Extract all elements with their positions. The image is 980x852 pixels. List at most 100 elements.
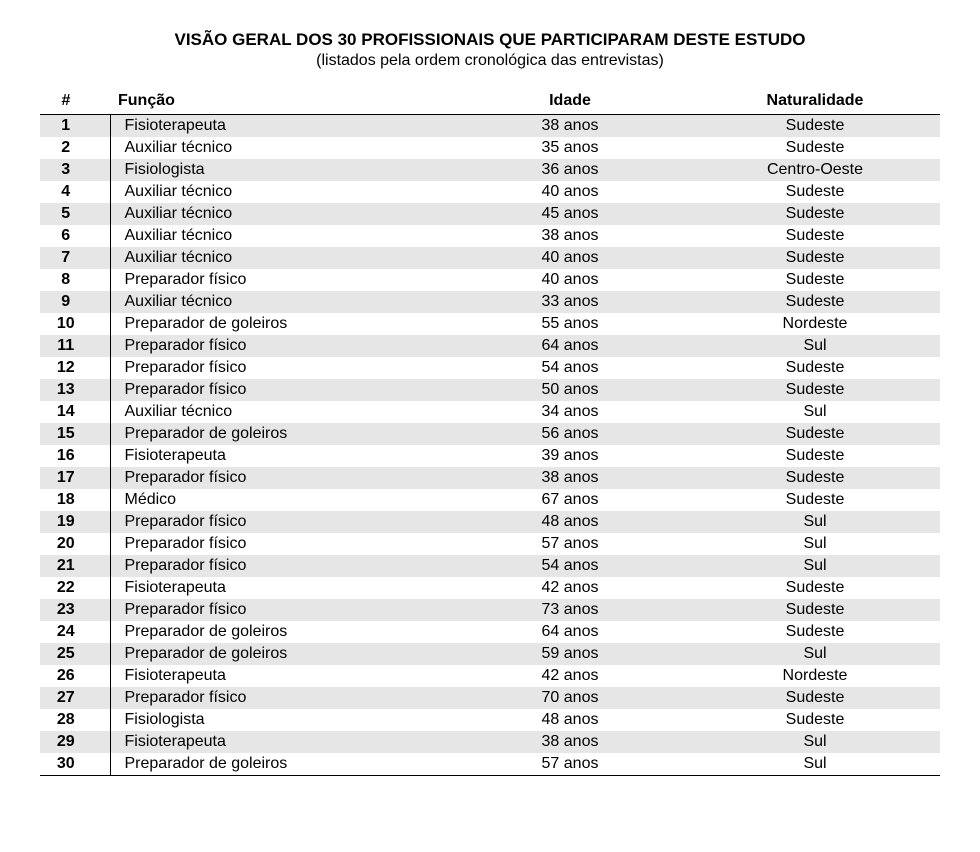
cell-naturalidade: Sudeste <box>690 203 940 225</box>
cell-idade: 38 anos <box>450 467 690 489</box>
table-row: 9Auxiliar técnico33 anosSudeste <box>40 291 940 313</box>
table-row: 28Fisiologista48 anosSudeste <box>40 709 940 731</box>
cell-naturalidade: Sul <box>690 533 940 555</box>
cell-num: 11 <box>40 335 110 357</box>
cell-funcao: Preparador de goleiros <box>110 313 450 335</box>
cell-idade: 59 anos <box>450 643 690 665</box>
table-row: 21Preparador físico54 anosSul <box>40 555 940 577</box>
table-row: 5Auxiliar técnico45 anosSudeste <box>40 203 940 225</box>
cell-funcao: Preparador físico <box>110 269 450 291</box>
cell-funcao: Auxiliar técnico <box>110 225 450 247</box>
cell-funcao: Auxiliar técnico <box>110 181 450 203</box>
cell-idade: 39 anos <box>450 445 690 467</box>
cell-num: 8 <box>40 269 110 291</box>
table-row: 24Preparador de goleiros64 anosSudeste <box>40 621 940 643</box>
cell-num: 25 <box>40 643 110 665</box>
cell-funcao: Preparador de goleiros <box>110 753 450 776</box>
col-header-funcao: Função <box>110 88 450 115</box>
cell-num: 24 <box>40 621 110 643</box>
table-row: 23Preparador físico73 anosSudeste <box>40 599 940 621</box>
table-row: 8Preparador físico40 anosSudeste <box>40 269 940 291</box>
cell-idade: 57 anos <box>450 533 690 555</box>
table-row: 3Fisiologista36 anosCentro-Oeste <box>40 159 940 181</box>
cell-funcao: Fisioterapeuta <box>110 115 450 138</box>
table-row: 29Fisioterapeuta38 anosSul <box>40 731 940 753</box>
cell-funcao: Preparador físico <box>110 467 450 489</box>
cell-num: 26 <box>40 665 110 687</box>
cell-funcao: Preparador físico <box>110 687 450 709</box>
cell-naturalidade: Sul <box>690 643 940 665</box>
cell-naturalidade: Centro-Oeste <box>690 159 940 181</box>
table-row: 15Preparador de goleiros56 anosSudeste <box>40 423 940 445</box>
cell-num: 14 <box>40 401 110 423</box>
table-row: 25Preparador de goleiros59 anosSul <box>40 643 940 665</box>
cell-num: 30 <box>40 753 110 776</box>
title-block: VISÃO GERAL DOS 30 PROFISSIONAIS QUE PAR… <box>40 30 940 70</box>
cell-num: 4 <box>40 181 110 203</box>
cell-idade: 54 anos <box>450 555 690 577</box>
cell-num: 12 <box>40 357 110 379</box>
cell-idade: 38 anos <box>450 731 690 753</box>
cell-funcao: Fisioterapeuta <box>110 445 450 467</box>
table-header-row: # Função Idade Naturalidade <box>40 88 940 115</box>
cell-funcao: Auxiliar técnico <box>110 291 450 313</box>
table-row: 13Preparador físico50 anosSudeste <box>40 379 940 401</box>
cell-naturalidade: Sul <box>690 335 940 357</box>
cell-naturalidade: Sudeste <box>690 181 940 203</box>
cell-funcao: Médico <box>110 489 450 511</box>
cell-idade: 36 anos <box>450 159 690 181</box>
table-row: 30Preparador de goleiros57 anosSul <box>40 753 940 776</box>
cell-funcao: Preparador físico <box>110 379 450 401</box>
cell-naturalidade: Sudeste <box>690 621 940 643</box>
col-header-idade: Idade <box>450 88 690 115</box>
cell-num: 19 <box>40 511 110 533</box>
cell-idade: 35 anos <box>450 137 690 159</box>
table-row: 20Preparador físico57 anosSul <box>40 533 940 555</box>
cell-naturalidade: Sudeste <box>690 291 940 313</box>
cell-idade: 64 anos <box>450 335 690 357</box>
cell-num: 5 <box>40 203 110 225</box>
cell-naturalidade: Sudeste <box>690 599 940 621</box>
cell-idade: 40 anos <box>450 269 690 291</box>
cell-num: 15 <box>40 423 110 445</box>
cell-naturalidade: Sul <box>690 401 940 423</box>
cell-funcao: Fisioterapeuta <box>110 665 450 687</box>
cell-num: 18 <box>40 489 110 511</box>
cell-naturalidade: Sul <box>690 753 940 776</box>
cell-num: 27 <box>40 687 110 709</box>
cell-idade: 38 anos <box>450 115 690 138</box>
cell-num: 1 <box>40 115 110 138</box>
cell-naturalidade: Nordeste <box>690 665 940 687</box>
cell-naturalidade: Sudeste <box>690 423 940 445</box>
cell-funcao: Preparador físico <box>110 511 450 533</box>
cell-idade: 50 anos <box>450 379 690 401</box>
table-row: 16Fisioterapeuta39 anosSudeste <box>40 445 940 467</box>
cell-naturalidade: Sul <box>690 511 940 533</box>
cell-idade: 40 anos <box>450 181 690 203</box>
cell-naturalidade: Sudeste <box>690 467 940 489</box>
cell-idade: 38 anos <box>450 225 690 247</box>
cell-naturalidade: Sudeste <box>690 115 940 138</box>
cell-funcao: Fisiologista <box>110 159 450 181</box>
cell-idade: 64 anos <box>450 621 690 643</box>
cell-funcao: Auxiliar técnico <box>110 247 450 269</box>
cell-idade: 48 anos <box>450 709 690 731</box>
cell-naturalidade: Sudeste <box>690 247 940 269</box>
cell-naturalidade: Sudeste <box>690 445 940 467</box>
cell-num: 29 <box>40 731 110 753</box>
cell-num: 7 <box>40 247 110 269</box>
cell-num: 13 <box>40 379 110 401</box>
cell-num: 6 <box>40 225 110 247</box>
cell-idade: 48 anos <box>450 511 690 533</box>
cell-funcao: Preparador físico <box>110 533 450 555</box>
table-row: 4Auxiliar técnico40 anosSudeste <box>40 181 940 203</box>
table-row: 22Fisioterapeuta42 anosSudeste <box>40 577 940 599</box>
cell-idade: 42 anos <box>450 665 690 687</box>
table-row: 11Preparador físico64 anosSul <box>40 335 940 357</box>
table-row: 12Preparador físico54 anosSudeste <box>40 357 940 379</box>
cell-idade: 34 anos <box>450 401 690 423</box>
cell-funcao: Auxiliar técnico <box>110 137 450 159</box>
cell-funcao: Auxiliar técnico <box>110 401 450 423</box>
table-row: 10Preparador de goleiros55 anosNordeste <box>40 313 940 335</box>
cell-naturalidade: Sudeste <box>690 137 940 159</box>
